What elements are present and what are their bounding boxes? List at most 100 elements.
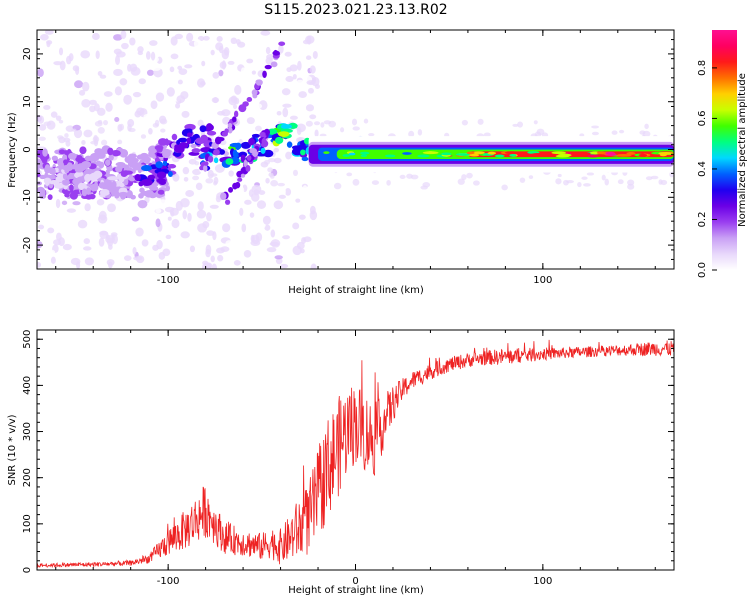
heatmap-cell [123, 94, 133, 105]
heatmap-cell [164, 206, 175, 213]
heatmap-cell [101, 139, 108, 146]
heatmap-cell [92, 154, 98, 162]
heatmap-cell [117, 139, 123, 145]
heatmap-cell [137, 199, 148, 209]
snr-panel: 0 100 200 300 400 500 -100 0 100 Height of stra… [7, 329, 675, 596]
heatmap-cell [38, 136, 46, 141]
heatmap-cell [282, 235, 290, 240]
colorbar-ticks: 0.0 0.2 0.4 0.6 0.8 [697, 60, 717, 278]
heatmap-cell [300, 149, 306, 156]
heatmap-cell [38, 124, 47, 131]
heatmap-cell [295, 198, 301, 203]
heatmap-cell [99, 60, 104, 71]
heatmap-cell [47, 194, 53, 201]
colorbar-tick-label: 0.4 [697, 161, 708, 177]
heatmap-cell [228, 186, 234, 193]
heatmap-cell [509, 154, 517, 157]
heatmap-cell [182, 209, 188, 220]
heatmap-cell [246, 155, 252, 161]
heatmap-cell [220, 192, 227, 201]
heatmap-cell [193, 101, 203, 106]
heatmap-cell [246, 97, 253, 103]
heatmap-cell [241, 223, 247, 233]
heatmap-cell [591, 125, 600, 129]
heatmap-cell [40, 157, 48, 164]
heatmap-cell [206, 230, 215, 236]
heatmap-cell [115, 55, 121, 66]
colorbar-gradient [712, 30, 737, 270]
heatmap-cell [118, 191, 129, 198]
colorbar-tick-label: 0.8 [697, 60, 708, 76]
heatmap-cell [251, 192, 260, 202]
heatmap-cell [185, 190, 195, 197]
heatmap-cell [277, 182, 285, 187]
heatmap-cell [62, 172, 68, 180]
heatmap-cell [399, 174, 406, 180]
heatmap-cell [268, 157, 276, 163]
heatmap-cell [90, 184, 96, 192]
heatmap-cell [235, 144, 241, 151]
heatmap-cell [292, 73, 297, 80]
heatmap-cell [245, 165, 251, 172]
heatmap-cell [132, 91, 142, 98]
heatmap-cell [342, 154, 351, 157]
heatmap-cell [145, 51, 151, 60]
heatmap-cell [286, 67, 292, 73]
heatmap-cell [89, 99, 97, 106]
heatmap-cell [211, 97, 220, 103]
heatmap-cell [171, 218, 180, 229]
heatmap-cell [310, 244, 320, 250]
heatmap-cell [313, 121, 321, 126]
heatmap-cell [282, 107, 289, 118]
snr-y-ticks: 0 100 200 300 400 500 [22, 330, 674, 573]
heatmap-cell [262, 215, 271, 225]
heatmap-cell [211, 263, 217, 269]
heatmap-cell [113, 48, 122, 55]
heatmap-cell [42, 148, 48, 157]
heatmap-cell [107, 237, 114, 247]
heatmap-cell [199, 125, 207, 133]
heatmap-cell [216, 247, 225, 254]
heatmap-cell [580, 152, 591, 156]
heatmap-cell [63, 137, 71, 143]
heatmap-cell [143, 113, 153, 120]
heatmap-cell [669, 171, 674, 178]
heatmap-cell [69, 184, 74, 192]
heatmap-cell [138, 78, 146, 85]
heatmap-cell [611, 130, 618, 135]
heatmap-cell [240, 141, 251, 149]
heatmap-cell [141, 156, 151, 163]
heatmap-cell [533, 120, 538, 125]
heatmap-cell [93, 134, 98, 141]
heatmap-cell [105, 102, 113, 112]
heatmap-cell [44, 57, 52, 64]
heatmap-cell [360, 154, 368, 158]
heatmap-cell [265, 57, 273, 65]
heatmap-cell [58, 119, 64, 124]
heatmap-cell [203, 164, 208, 172]
heatmap-cell [314, 84, 320, 89]
heatmap-cell [265, 177, 270, 184]
heatmap-cell [58, 47, 64, 56]
heatmap-cell [557, 173, 562, 178]
heatmap-cell [89, 105, 96, 113]
heatmap-cell [289, 115, 298, 120]
heatmap-cell [555, 178, 562, 185]
heatmap-cell [363, 118, 369, 124]
heatmap-cell [217, 254, 224, 262]
heatmap-cell [601, 174, 606, 181]
heatmap-cell [461, 119, 469, 126]
heatmap-cell [246, 58, 254, 64]
heatmap-cell [162, 150, 170, 159]
heatmap-cell [118, 182, 125, 188]
heatmap-cell [264, 64, 272, 70]
heatmap-cell [472, 151, 485, 155]
heatmap-cell [255, 125, 262, 132]
heatmap-cell [278, 194, 286, 199]
heatmap-cell [138, 193, 144, 199]
heatmap-cell [512, 123, 519, 127]
heatmap-cell [227, 122, 233, 129]
heatmap-cell [128, 177, 136, 182]
heatmap-cell [255, 79, 261, 85]
heatmap-cell [166, 87, 175, 97]
